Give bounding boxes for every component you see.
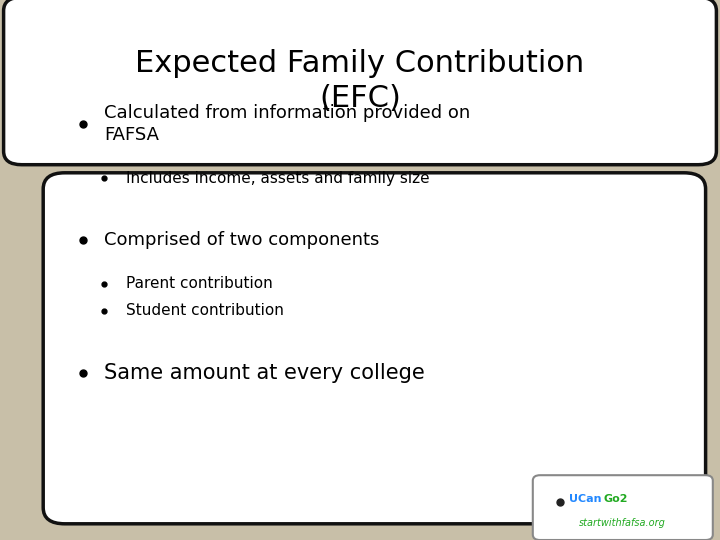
- FancyBboxPatch shape: [43, 173, 706, 524]
- Text: Student contribution: Student contribution: [126, 303, 284, 318]
- Text: Calculated from information provided on
FAFSA: Calculated from information provided on …: [104, 104, 471, 144]
- FancyBboxPatch shape: [533, 475, 713, 540]
- Text: Includes income, assets and family size: Includes income, assets and family size: [126, 171, 430, 186]
- Text: Expected Family Contribution
(EFC): Expected Family Contribution (EFC): [135, 49, 585, 113]
- FancyBboxPatch shape: [4, 0, 716, 165]
- Text: Comprised of two components: Comprised of two components: [104, 231, 379, 249]
- Text: startwithfafsa.org: startwithfafsa.org: [580, 518, 666, 528]
- Text: Same amount at every college: Same amount at every college: [104, 362, 425, 383]
- Text: Go2: Go2: [603, 495, 628, 504]
- Text: UCan: UCan: [569, 495, 601, 504]
- Text: Parent contribution: Parent contribution: [126, 276, 273, 291]
